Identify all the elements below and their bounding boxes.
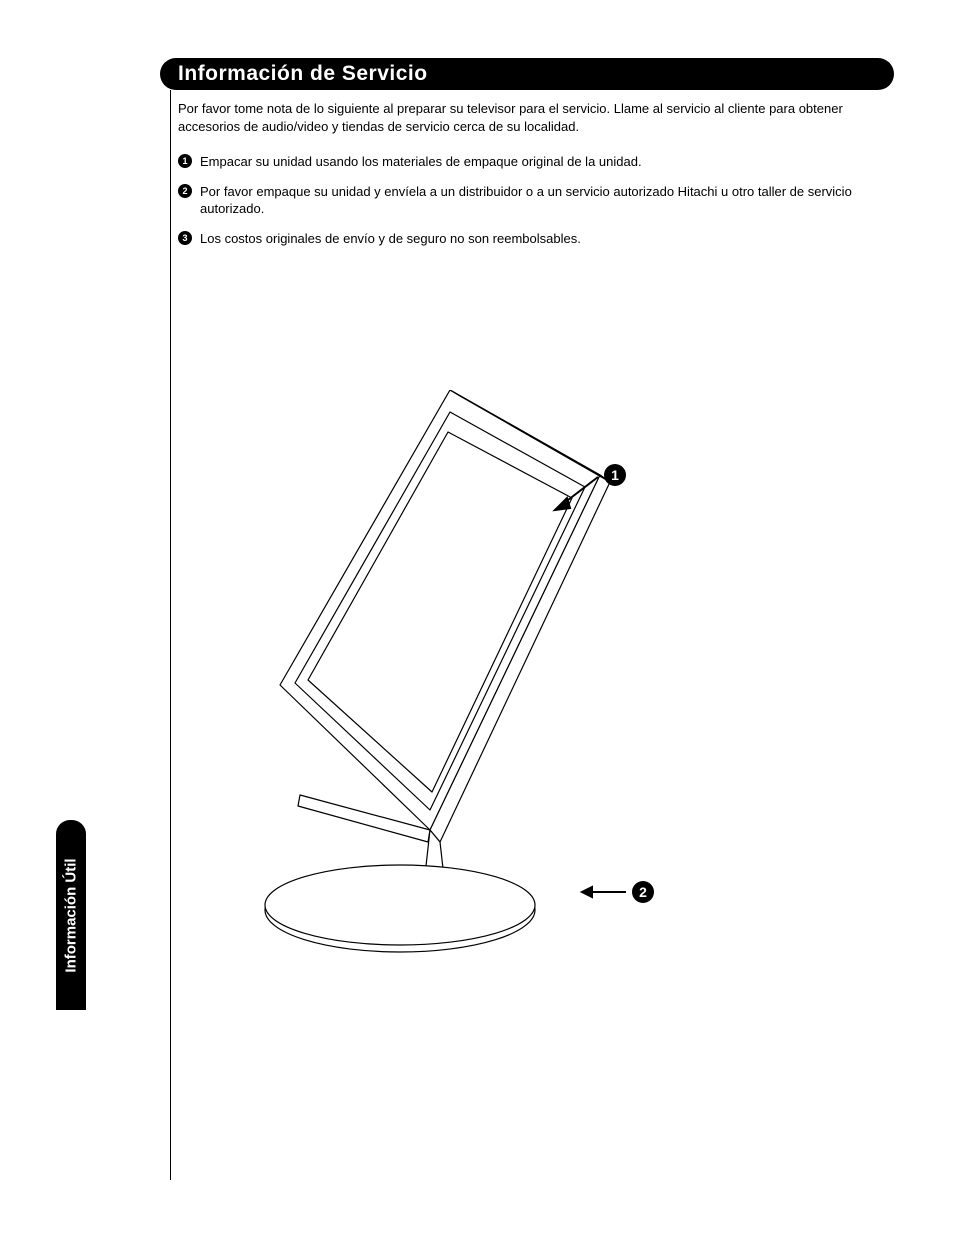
tv-illustration-svg (200, 390, 760, 980)
bullet-number-icon: 1 (178, 154, 192, 168)
bullet-number-icon: 2 (178, 184, 192, 198)
callout-two-icon: 2 (632, 881, 654, 903)
page-title: Información de Servicio (178, 62, 428, 86)
tv-diagram: 1 2 (200, 390, 760, 980)
list-item: 2 Por favor empaque su unidad y envíela … (178, 183, 890, 218)
side-tab-label: Información Útil (63, 858, 80, 972)
page: Información de Servicio Por favor tome n… (0, 0, 954, 1235)
item-text: Empacar su unidad usando los materiales … (200, 153, 642, 171)
list-item: 1 Empacar su unidad usando los materiale… (178, 153, 890, 171)
instruction-list: 1 Empacar su unidad usando los materiale… (178, 153, 890, 247)
header-bar: Información de Servicio (160, 58, 894, 90)
item-text: Los costos originales de envío y de segu… (200, 230, 581, 248)
callout-one-icon: 1 (604, 464, 626, 486)
item-text: Por favor empaque su unidad y envíela a … (200, 183, 890, 218)
list-item: 3 Los costos originales de envío y de se… (178, 230, 890, 248)
vertical-rule (170, 90, 171, 1180)
content-block: Por favor tome nota de lo siguiente al p… (178, 100, 890, 259)
intro-paragraph: Por favor tome nota de lo siguiente al p… (178, 100, 890, 135)
bullet-number-icon: 3 (178, 231, 192, 245)
side-tab: Información Útil (56, 820, 86, 1010)
